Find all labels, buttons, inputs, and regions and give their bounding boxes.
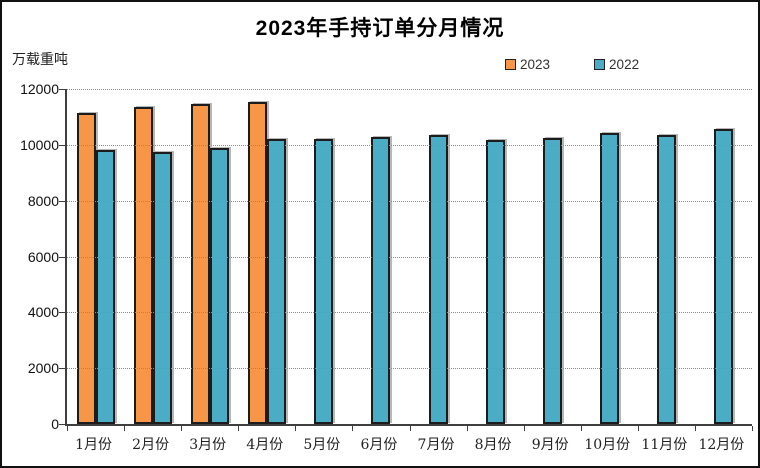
month-slot-10 bbox=[581, 89, 638, 424]
y-tick bbox=[59, 89, 65, 90]
x-axis-label-4: 4月份 bbox=[246, 437, 284, 453]
x-tick bbox=[694, 426, 696, 431]
y-tick bbox=[59, 144, 65, 146]
chart-title: 2023年手持订单分月情况 bbox=[255, 17, 505, 40]
month-slot-9 bbox=[524, 89, 581, 424]
bar-2023-4月份 bbox=[247, 102, 267, 424]
x-axis-label-3: 3月份 bbox=[189, 437, 227, 453]
bars-layer bbox=[67, 89, 752, 424]
y-axis-label-8000: 8000 bbox=[27, 192, 59, 209]
x-tick bbox=[466, 426, 468, 431]
y-tick bbox=[59, 424, 65, 425]
bar-2022-4月份 bbox=[266, 139, 286, 424]
x-axis-label-5: 5月份 bbox=[303, 437, 341, 453]
month-slot-3 bbox=[181, 89, 238, 424]
bar-2022-11月份 bbox=[656, 135, 676, 424]
y-axis-unit-label: 万载重吨 bbox=[12, 51, 68, 67]
y-tick bbox=[59, 312, 65, 314]
gridline-2000 bbox=[67, 368, 752, 370]
x-tick bbox=[637, 426, 639, 431]
legend: 2023 2022 bbox=[505, 57, 639, 72]
x-axis-label-11: 11月份 bbox=[641, 437, 688, 453]
y-axis-label-6000: 6000 bbox=[27, 248, 59, 265]
x-tick bbox=[238, 426, 240, 431]
y-axis-label-4000: 4000 bbox=[27, 304, 59, 321]
legend-item-2022: 2022 bbox=[594, 57, 639, 72]
bar-2023-2月份 bbox=[133, 107, 153, 424]
bar-2022-9月份 bbox=[542, 138, 562, 424]
gridline-12000 bbox=[67, 89, 752, 90]
x-axis-label-8: 8月份 bbox=[474, 437, 512, 453]
month-slot-5 bbox=[295, 89, 352, 424]
x-axis-label-1: 1月份 bbox=[75, 437, 112, 453]
bar-2022-8月份 bbox=[485, 140, 505, 424]
x-tick bbox=[409, 426, 411, 431]
month-slot-7 bbox=[409, 89, 466, 424]
y-tick bbox=[59, 200, 65, 202]
bar-2022-6月份 bbox=[371, 137, 391, 424]
y-axis-label-12000: 12000 bbox=[20, 81, 59, 97]
x-axis-label-9: 9月份 bbox=[531, 437, 569, 453]
gridline-4000 bbox=[67, 312, 752, 314]
y-tick bbox=[59, 368, 65, 370]
y-tick bbox=[59, 256, 65, 258]
bar-2022-10月份 bbox=[599, 133, 619, 424]
x-axis-label-12: 12月份 bbox=[698, 437, 745, 453]
month-slot-11 bbox=[638, 89, 695, 424]
x-tick bbox=[295, 426, 297, 431]
bar-2022-7月份 bbox=[428, 135, 448, 424]
x-tick bbox=[352, 426, 354, 431]
y-axis-label-2000: 2000 bbox=[27, 360, 59, 377]
x-axis-label-10: 10月份 bbox=[584, 437, 631, 453]
legend-item-2023: 2023 bbox=[505, 57, 550, 72]
bar-2022-2月份 bbox=[152, 152, 172, 424]
month-slot-8 bbox=[467, 89, 524, 424]
gridline-6000 bbox=[67, 256, 752, 258]
legend-swatch-2023 bbox=[505, 59, 516, 70]
y-axis-label-0: 0 bbox=[51, 416, 59, 432]
x-axis-label-6: 6月份 bbox=[360, 437, 398, 453]
x-axis-label-7: 7月份 bbox=[417, 437, 455, 453]
y-axis-label-10000: 10000 bbox=[20, 136, 59, 153]
bar-2023-1月份 bbox=[76, 113, 96, 424]
bar-2022-5月份 bbox=[314, 139, 334, 424]
gridline-10000 bbox=[67, 144, 752, 146]
month-slot-6 bbox=[352, 89, 409, 424]
x-tick bbox=[523, 426, 525, 431]
month-slot-4 bbox=[238, 89, 295, 424]
plot-area bbox=[59, 89, 753, 431]
month-slot-1 bbox=[67, 89, 124, 424]
month-slot-2 bbox=[124, 89, 181, 424]
legend-label-2023: 2023 bbox=[520, 57, 551, 72]
legend-label-2022: 2022 bbox=[609, 57, 640, 72]
x-axis-label-2: 2月份 bbox=[132, 437, 170, 453]
x-tick bbox=[67, 426, 68, 431]
legend-swatch-2022 bbox=[594, 59, 606, 70]
x-tick bbox=[124, 426, 126, 431]
month-slot-12 bbox=[695, 89, 752, 424]
x-tick bbox=[580, 426, 582, 431]
bar-2023-3月份 bbox=[190, 104, 210, 424]
gridline-8000 bbox=[67, 200, 752, 202]
bar-2022-1月份 bbox=[95, 150, 115, 424]
bar-2022-12月份 bbox=[713, 129, 733, 424]
x-axis-labels: 1月份 2月份 3月份 4月份 5月份 6月份 7月份 8月份 9月份 10月份 11月份 12月份 bbox=[65, 434, 750, 454]
x-tick bbox=[752, 426, 753, 431]
bar-2022-3月份 bbox=[209, 148, 229, 424]
x-tick bbox=[181, 426, 183, 431]
